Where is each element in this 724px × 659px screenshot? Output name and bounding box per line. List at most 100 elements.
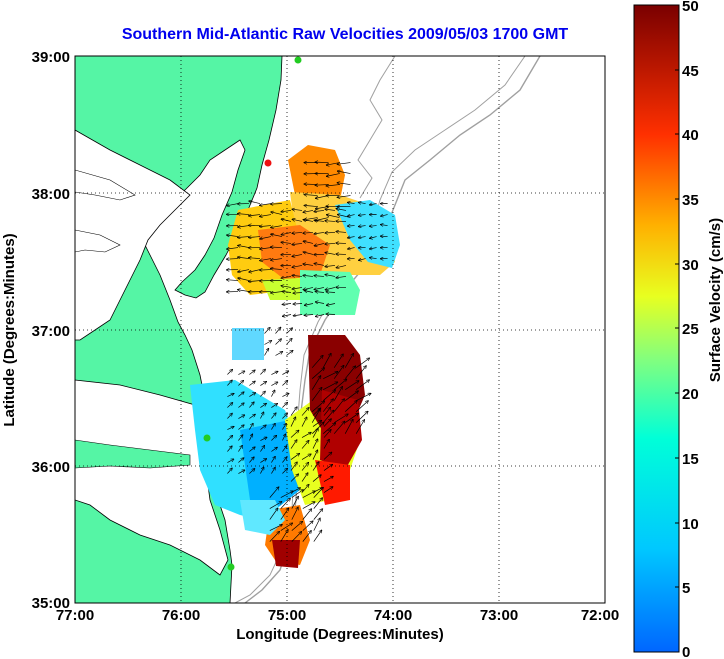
velocity-vector <box>303 264 314 266</box>
velocity-vector <box>290 453 300 460</box>
velocity-vector <box>337 171 351 174</box>
velocity-vector <box>237 237 250 238</box>
velocity-vector <box>301 440 309 449</box>
velocity-patch-s6 <box>315 460 350 505</box>
velocity-vector <box>281 276 292 278</box>
velocity-vector <box>292 265 303 267</box>
velocity-vector <box>356 393 371 402</box>
velocity-vector <box>355 411 368 423</box>
velocity-vector <box>369 248 377 249</box>
colorbar-gradient <box>633 4 680 653</box>
velocity-vector <box>269 487 279 498</box>
velocity-vector <box>369 226 377 227</box>
velocity-vector <box>280 498 291 509</box>
velocity-vector <box>333 379 347 390</box>
velocity-vector <box>292 254 303 256</box>
velocity-vector <box>302 509 312 520</box>
velocity-vector <box>270 247 283 248</box>
velocity-vector <box>249 393 255 397</box>
velocity-vector <box>355 401 368 412</box>
x-tick-label: 77:00 <box>56 607 94 624</box>
velocity-vector <box>312 428 318 438</box>
velocity-vector <box>237 226 250 228</box>
velocity-vector <box>270 269 283 270</box>
velocity-vector <box>344 353 353 368</box>
velocity-vector <box>282 468 287 474</box>
velocity-vector <box>336 265 347 267</box>
velocity-vector <box>238 445 242 452</box>
velocity-vector <box>249 447 255 452</box>
velocity-vector <box>260 236 272 239</box>
velocity-vector <box>238 371 245 375</box>
velocity-vector <box>325 243 336 244</box>
velocity-vector <box>313 487 324 498</box>
velocity-vector <box>358 226 366 227</box>
velocity-vector <box>264 341 272 345</box>
velocity-vector <box>260 403 266 408</box>
velocity-vector <box>323 419 331 427</box>
velocity-vector <box>323 382 338 390</box>
velocity-vector <box>301 473 308 482</box>
velocity-vector <box>238 403 244 408</box>
velocity-vector <box>226 248 239 250</box>
x-tick-label: 72:00 <box>581 607 619 624</box>
velocity-vector <box>280 508 289 520</box>
velocity-vector <box>311 422 324 434</box>
velocity-vector <box>280 523 293 531</box>
velocity-vector <box>271 371 278 375</box>
velocity-vector <box>293 292 303 293</box>
station-marker-red <box>264 159 272 167</box>
colorbar-tick-label: 5 <box>682 580 690 597</box>
velocity-vector <box>333 365 344 379</box>
velocity-vector <box>334 414 348 423</box>
velocity-vector <box>238 470 245 474</box>
velocity-vector <box>313 530 322 542</box>
velocity-vector <box>336 209 347 211</box>
pamlico-sound <box>75 379 229 576</box>
velocity-vector <box>248 281 261 282</box>
velocity-vector <box>322 410 334 423</box>
velocity-vector <box>282 413 287 419</box>
velocity-vector <box>249 423 253 430</box>
velocity-vector <box>336 232 347 233</box>
velocity-vector <box>302 502 315 509</box>
velocity-vector <box>281 242 292 243</box>
velocity-vector <box>290 417 296 427</box>
velocity-vector <box>325 209 336 210</box>
velocity-vector <box>226 259 239 260</box>
station-marker-south <box>227 563 235 571</box>
velocity-vector <box>301 462 309 471</box>
velocity-vector <box>314 276 325 277</box>
velocity-vector <box>271 423 275 430</box>
velocity-vector <box>323 439 329 449</box>
velocity-vector <box>271 435 276 441</box>
plot-frame <box>74 55 606 604</box>
colorbar-tick-label: 10 <box>682 516 699 533</box>
bay-inlet-2 <box>75 229 121 253</box>
velocity-vector <box>303 275 314 276</box>
velocity-patch-mid <box>232 328 264 360</box>
velocity-vector <box>290 474 299 482</box>
velocity-patch-s8 <box>240 500 285 535</box>
velocity-vector <box>347 215 355 217</box>
albemarle-sound <box>75 439 191 469</box>
velocity-vector <box>249 434 252 441</box>
velocity-vector <box>282 291 292 292</box>
velocity-vector <box>302 530 312 542</box>
velocity-vector <box>314 263 325 266</box>
velocity-vector <box>248 237 261 238</box>
velocity-vector <box>304 314 314 315</box>
velocity-vector <box>227 403 232 408</box>
velocity-vector <box>314 232 325 233</box>
velocity-vector <box>292 232 303 233</box>
colorbar-tick-label: 0 <box>682 644 690 659</box>
velocity-vector <box>325 221 336 222</box>
velocity-vector <box>303 252 314 255</box>
velocity-vector <box>325 232 336 233</box>
velocity-vector <box>292 219 303 222</box>
y-axis-label: Latitude (Degrees:Minutes) <box>1 233 18 426</box>
velocity-vector <box>271 390 275 397</box>
velocity-vector <box>323 476 333 482</box>
velocity-vector <box>281 219 292 222</box>
velocity-vector <box>312 475 321 482</box>
